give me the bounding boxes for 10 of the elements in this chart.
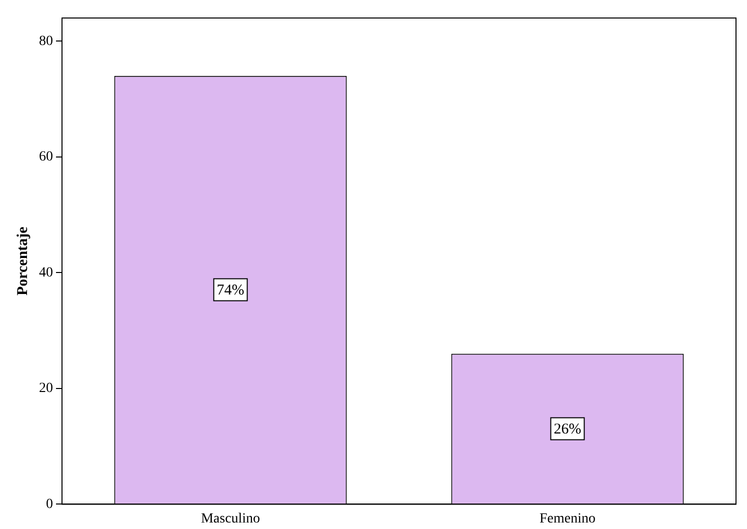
data-label: 26% <box>554 422 582 438</box>
y-tick-label: 20 <box>39 381 53 396</box>
x-tick-label: Femenino <box>540 511 596 526</box>
y-tick-label: 60 <box>39 150 53 165</box>
data-label: 74% <box>216 282 244 299</box>
y-tick-label: 80 <box>39 34 53 49</box>
y-axis-title: Porcentaje <box>14 226 31 296</box>
y-tick-label: 0 <box>46 496 53 512</box>
x-tick-label: Masculino <box>200 511 260 526</box>
y-tick-label: 40 <box>39 265 53 280</box>
